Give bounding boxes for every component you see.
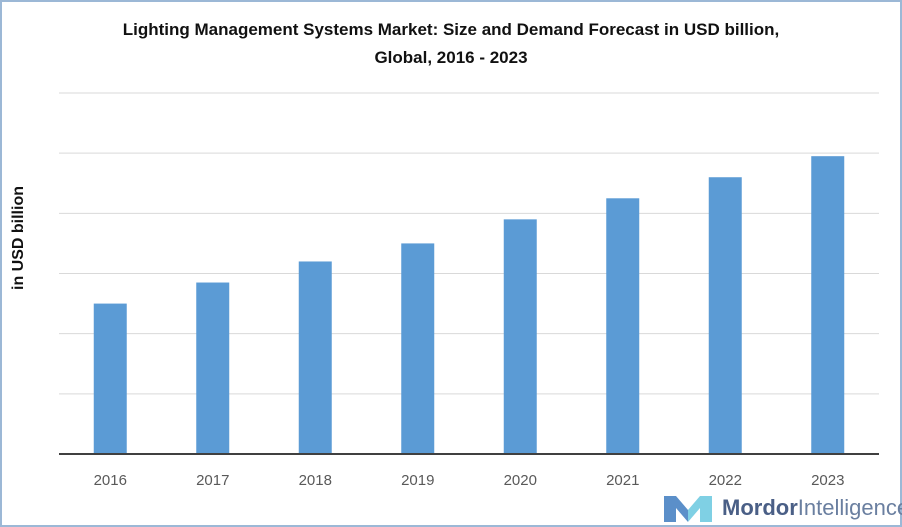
- x-tick-label-2020: 2020: [504, 472, 537, 489]
- bar-2021: [606, 198, 640, 454]
- chart-title-line2: Global, 2016 - 2023: [374, 48, 528, 67]
- bar-2017: [196, 282, 230, 454]
- logo-text: MordorIntelligence: [722, 495, 902, 521]
- bar-2023: [811, 156, 845, 455]
- x-tick-label-2023: 2023: [811, 472, 844, 489]
- x-tick-label-2018: 2018: [299, 472, 332, 489]
- x-tick-label-2017: 2017: [196, 472, 229, 489]
- logo-word-mordor: Mordor: [722, 495, 798, 520]
- x-tick-label-2022: 2022: [709, 472, 742, 489]
- bar-2020: [503, 219, 537, 454]
- mordor-intelligence-logo: MordorIntelligence: [662, 492, 902, 524]
- x-tick-label-2016: 2016: [94, 472, 127, 489]
- chart-title-line1: Lighting Management Systems Market: Size…: [122, 20, 780, 39]
- chart-title: Lighting Management Systems Market: Size…: [0, 16, 902, 72]
- x-tick-label-2019: 2019: [401, 472, 434, 489]
- bar-2018: [298, 261, 332, 454]
- bar-2019: [401, 243, 435, 454]
- bar-2016: [93, 303, 127, 454]
- x-tick-label-2021: 2021: [606, 472, 639, 489]
- logo-mark-icon: [664, 496, 712, 522]
- bar-2022: [708, 177, 742, 454]
- logo-word-intelligence: Intelligence: [797, 495, 902, 520]
